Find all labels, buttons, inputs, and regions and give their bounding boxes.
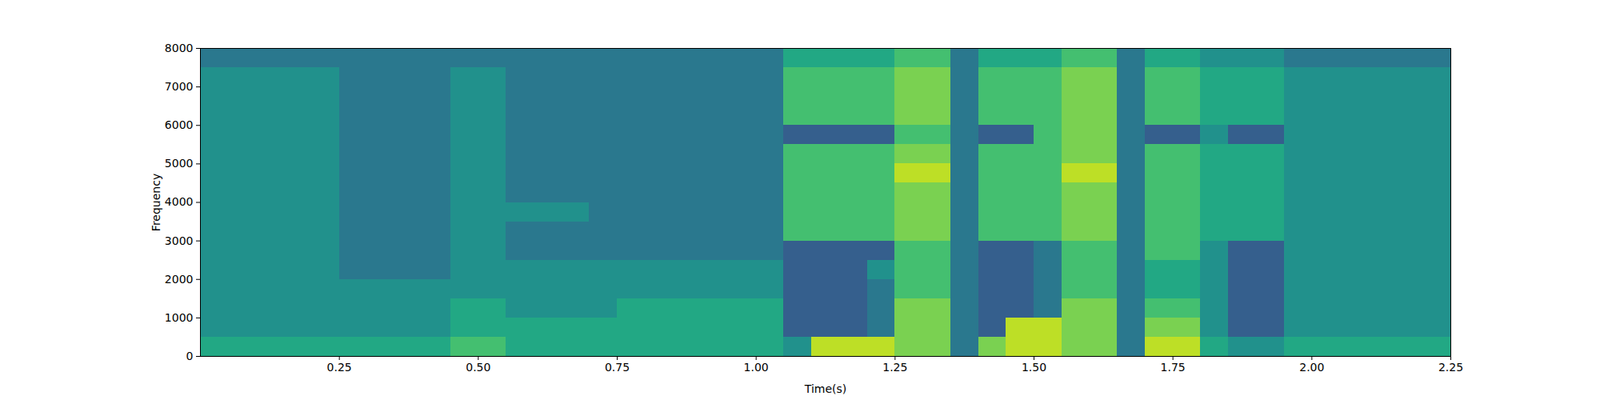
svg-text:8000: 8000 xyxy=(164,41,194,55)
svg-text:0: 0 xyxy=(186,349,194,363)
svg-text:1000: 1000 xyxy=(164,311,194,324)
svg-text:7000: 7000 xyxy=(164,80,194,93)
svg-text:2.00: 2.00 xyxy=(1299,360,1324,374)
svg-text:5000: 5000 xyxy=(164,156,194,170)
svg-text:1.75: 1.75 xyxy=(1160,360,1186,374)
svg-text:Frequency: Frequency xyxy=(149,173,163,232)
svg-text:0.75: 0.75 xyxy=(604,360,630,374)
svg-text:0.50: 0.50 xyxy=(465,360,491,374)
svg-text:1.50: 1.50 xyxy=(1021,360,1047,374)
svg-text:2000: 2000 xyxy=(164,272,194,286)
svg-text:1.00: 1.00 xyxy=(744,360,769,374)
svg-text:6000: 6000 xyxy=(164,118,194,132)
svg-text:Time(s): Time(s) xyxy=(804,382,847,396)
svg-text:0.25: 0.25 xyxy=(327,360,352,374)
svg-text:1.25: 1.25 xyxy=(882,360,908,374)
svg-text:2.25: 2.25 xyxy=(1438,360,1464,374)
svg-text:3000: 3000 xyxy=(164,234,194,248)
svg-text:4000: 4000 xyxy=(164,195,194,208)
